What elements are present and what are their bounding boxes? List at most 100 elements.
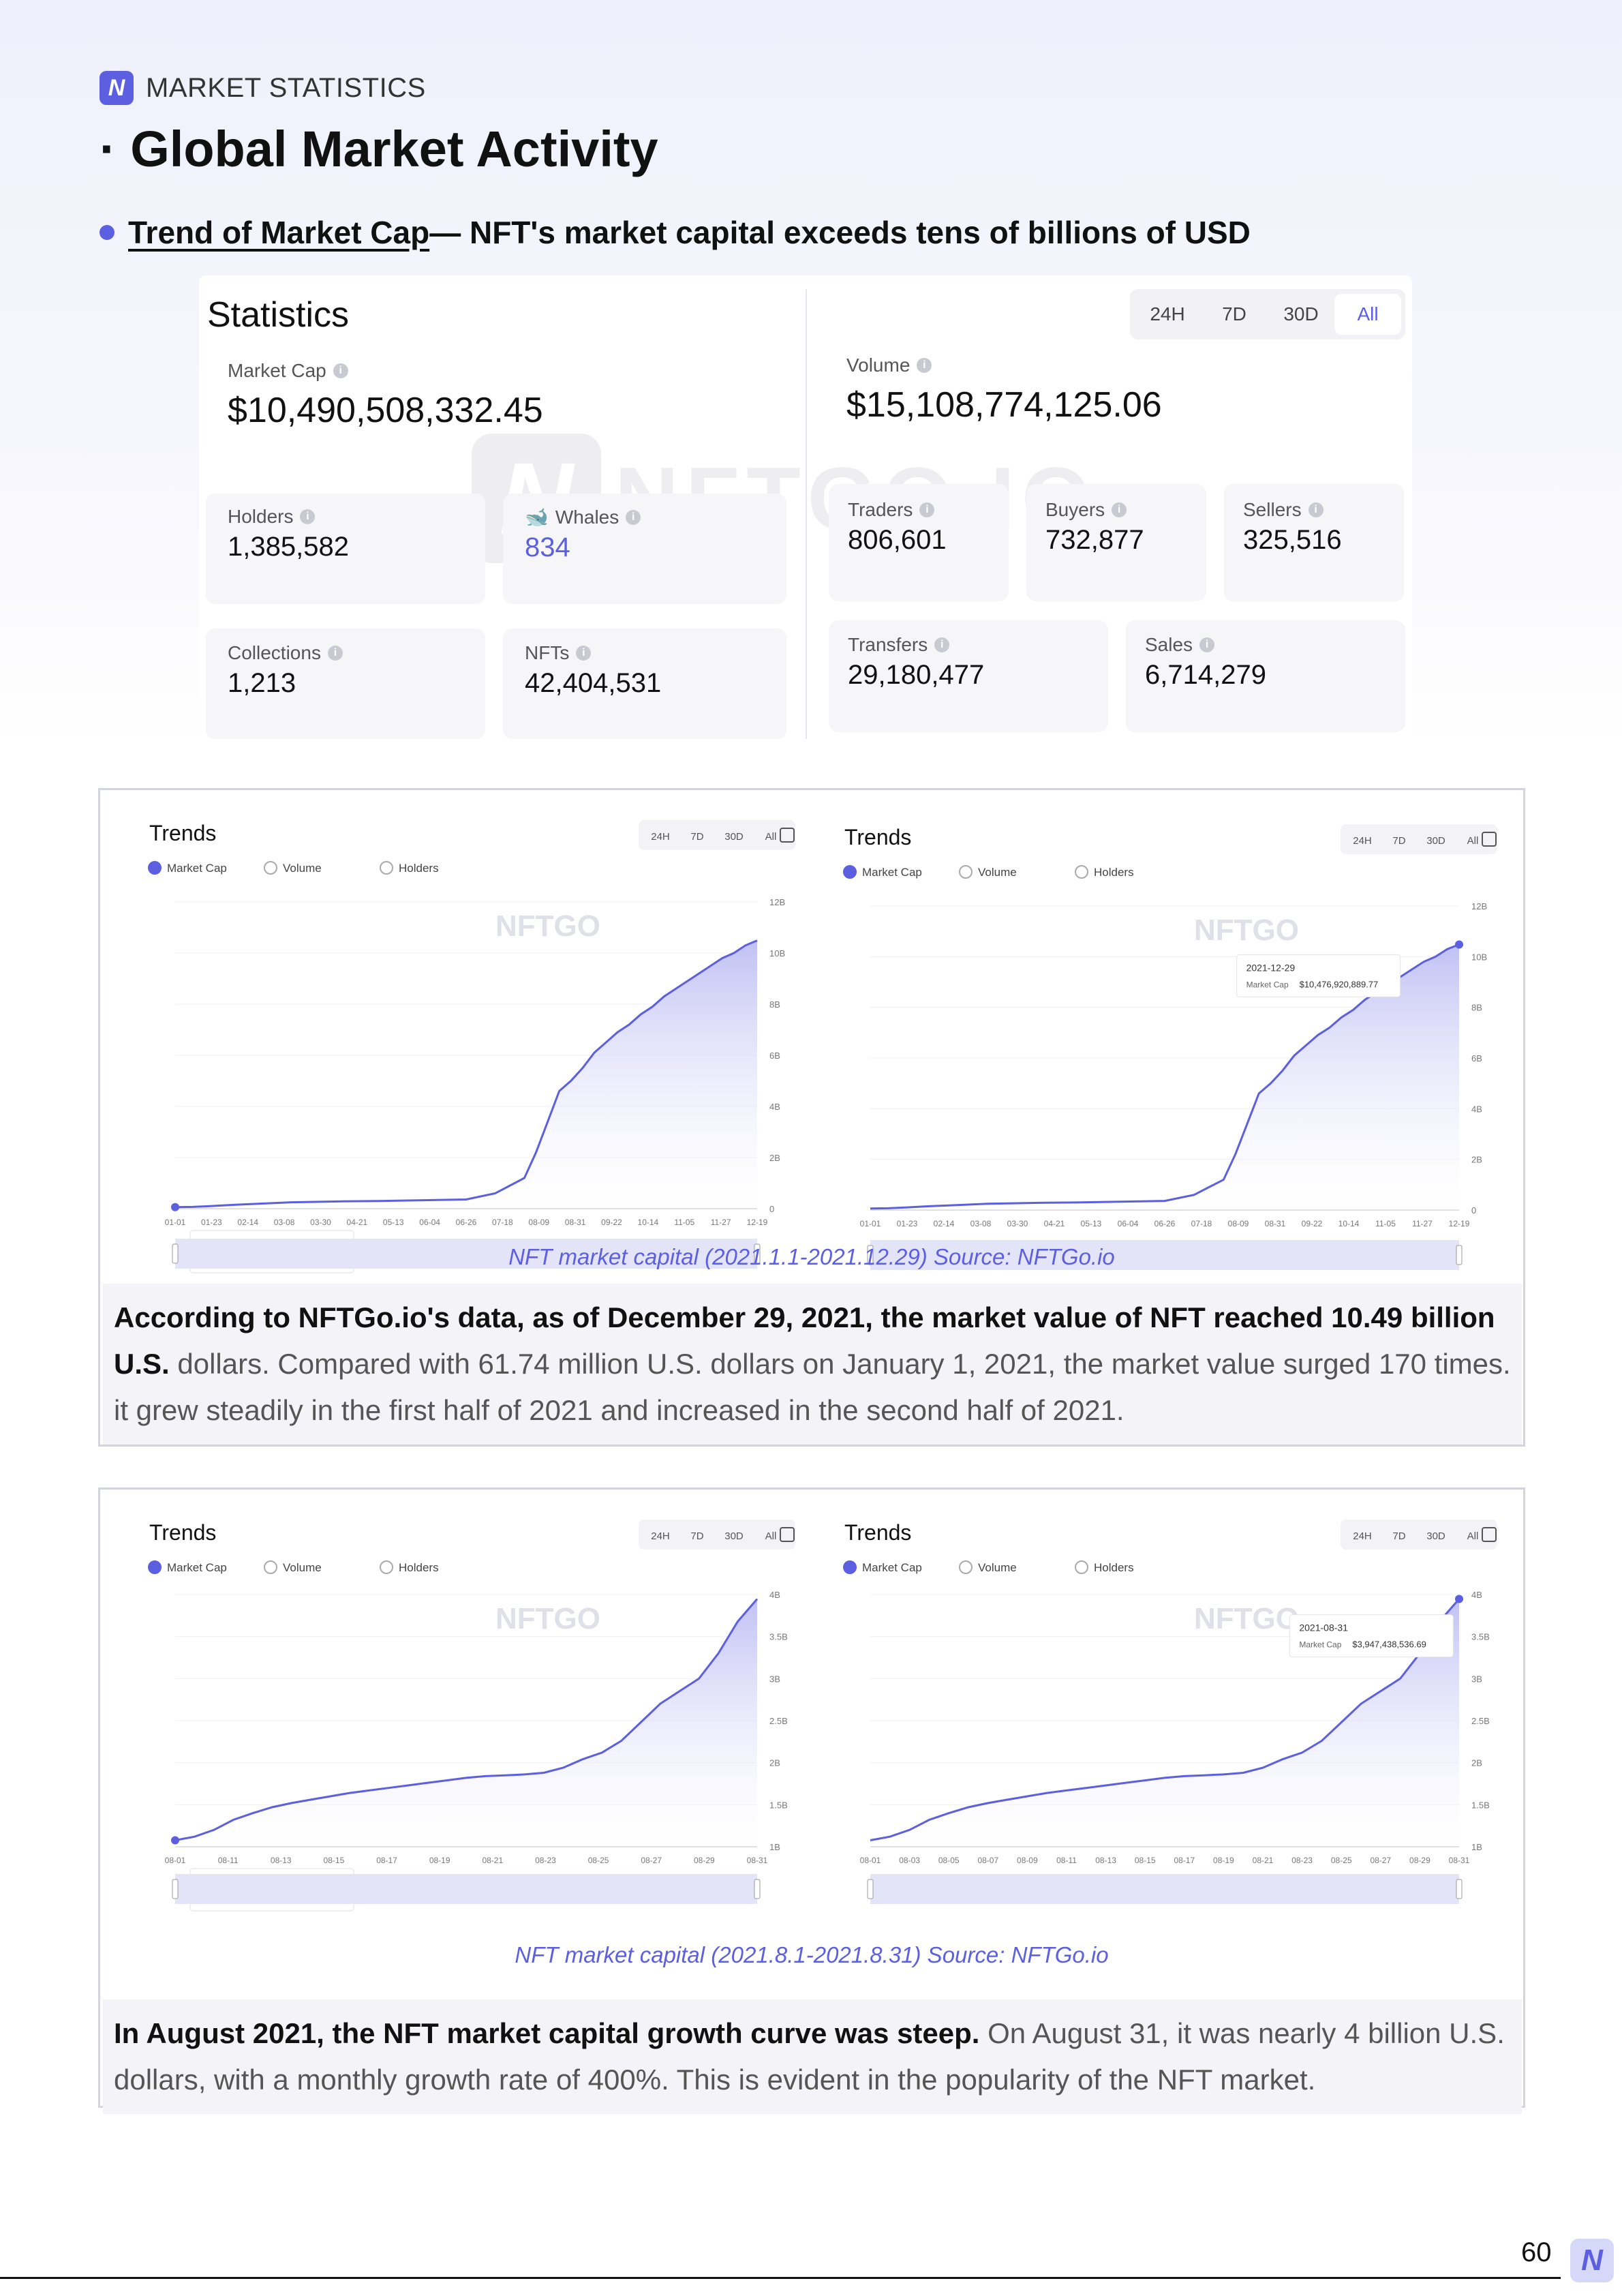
legend-radio-2[interactable] — [264, 861, 277, 875]
x-tick-label: 08-05 — [938, 1856, 960, 1865]
chart-watermark: NFTGO — [1194, 1602, 1299, 1635]
legend-radio-2[interactable] — [959, 865, 973, 879]
info-icon[interactable]: i — [1199, 637, 1215, 652]
y-tick-label: 2.5B — [1471, 1716, 1490, 1726]
sales-label: Sales — [1145, 634, 1193, 655]
slider-handle-left[interactable] — [867, 1879, 874, 1899]
info-icon[interactable]: i — [300, 509, 316, 524]
info-icon[interactable]: i — [934, 637, 950, 652]
transfers-value: 29,180,477 — [848, 660, 985, 690]
x-tick-label: 05-13 — [383, 1218, 404, 1227]
buyers-label: Buyers — [1045, 499, 1105, 520]
x-tick-label: 08-17 — [376, 1856, 397, 1865]
x-tick-label: 03-30 — [1007, 1219, 1028, 1228]
y-tick-label: 2B — [1471, 1155, 1482, 1165]
data-point-end — [1455, 1595, 1463, 1603]
x-tick-label: 08-09 — [1017, 1856, 1038, 1865]
legend-radio-1[interactable] — [843, 865, 857, 879]
slider-handle-left[interactable] — [867, 1245, 874, 1265]
subtitle-link[interactable]: Trend of Market Cap — [128, 215, 430, 250]
x-tick-label: 08-19 — [429, 1856, 450, 1865]
x-tick-label: 12-19 — [747, 1218, 768, 1227]
y-tick-label: 12B — [1471, 901, 1487, 911]
subtitle: Trend of Market Cap — NFT's market capit… — [100, 214, 1251, 251]
legend-radio-3[interactable] — [380, 861, 393, 875]
x-tick-label: 11-27 — [1412, 1219, 1433, 1228]
market-cap-line — [870, 1598, 1460, 1841]
range-slider[interactable] — [870, 1874, 1459, 1904]
buyers-value: 732,877 — [1045, 525, 1144, 555]
slider-handle-right[interactable] — [1456, 1245, 1463, 1265]
chart-title: Trends — [844, 825, 911, 849]
chart-tab-7d: 7D — [690, 1530, 703, 1542]
range-tabs: 24H 7D 30D All — [1130, 289, 1405, 339]
area-fill — [175, 940, 757, 1209]
x-tick-label: 09-22 — [601, 1218, 622, 1227]
divider — [806, 289, 807, 739]
legend-radio-3[interactable] — [1075, 865, 1088, 879]
x-tick-label: 08-15 — [324, 1856, 345, 1865]
market-cap-stat: Market Cap i $10,490,508,332.45 — [228, 360, 543, 431]
info-icon[interactable]: i — [333, 363, 348, 378]
whales-label: Whales — [555, 506, 619, 528]
legend-radio-3[interactable] — [380, 1560, 393, 1574]
tooltip-box — [1289, 1614, 1454, 1658]
calendar-icon[interactable] — [780, 828, 795, 843]
chart-watermark: NFTGO — [495, 909, 600, 943]
legend-label-2: Volume — [978, 866, 1017, 879]
info-icon[interactable]: i — [327, 646, 343, 661]
legend-radio-2[interactable] — [264, 1560, 277, 1574]
tab-30d[interactable]: 30D — [1283, 303, 1319, 324]
legend-label-3: Holders — [1094, 866, 1134, 879]
range-slider[interactable] — [175, 1874, 757, 1904]
figure-2-caption: NFT market capital (2021.8.1-2021.8.31) … — [515, 1942, 1109, 1967]
legend-radio-1[interactable] — [843, 1560, 857, 1574]
slider-handle-right[interactable] — [1456, 1879, 1463, 1899]
x-tick-label: 10-14 — [1338, 1219, 1360, 1228]
y-tick-label: 8B — [1471, 1003, 1482, 1013]
tab-all[interactable]: All — [1334, 294, 1401, 335]
x-tick-label: 08-25 — [1331, 1856, 1352, 1865]
range-slider[interactable] — [175, 1239, 757, 1269]
x-tick-label: 08-13 — [271, 1856, 292, 1865]
info-icon[interactable]: i — [1112, 502, 1127, 517]
y-tick-label: 4B — [769, 1590, 780, 1600]
tab-24h[interactable]: 24H — [1150, 303, 1185, 324]
info-icon[interactable]: i — [1308, 502, 1323, 517]
market-cap-line — [174, 1598, 759, 1841]
slider-handle-right[interactable] — [754, 1879, 761, 1899]
range-slider[interactable] — [870, 1240, 1459, 1270]
y-tick-label: 3.5B — [1471, 1632, 1490, 1642]
slider-handle-left[interactable] — [172, 1243, 179, 1264]
traders-value: 806,601 — [848, 525, 947, 555]
figure-2: Trends 24H 7D 30D All Market Cap Volume Holders… — [98, 1487, 1525, 2114]
legend-radio-1[interactable] — [148, 861, 162, 875]
market-cap-label: Market Cap — [228, 360, 326, 381]
legend-radio-3[interactable] — [1075, 1560, 1088, 1574]
calendar-icon[interactable] — [780, 1527, 795, 1542]
figure-1-desc-bold: According to NFTGo.io's data, as of Dece… — [114, 1301, 1495, 1380]
calendar-icon[interactable] — [1482, 832, 1497, 847]
slider-handle-right[interactable] — [754, 1243, 761, 1264]
legend-radio-1[interactable] — [148, 1560, 162, 1574]
calendar-icon[interactable] — [1482, 1527, 1497, 1542]
figure-1-desc-rest: dollars. Compared with 61.74 million U.S… — [114, 1348, 1511, 1426]
info-icon[interactable]: i — [626, 509, 641, 525]
info-icon[interactable]: i — [919, 502, 935, 517]
x-tick-label: 11-05 — [674, 1218, 694, 1227]
collections-value: 1,213 — [228, 668, 296, 698]
figure-1-description: According to NFTGo.io's data, as of Dece… — [103, 1284, 1522, 1445]
chart-tab-7d: 7D — [1392, 1530, 1405, 1542]
x-tick-label: 01-01 — [165, 1218, 186, 1227]
x-tick-label: 08-11 — [218, 1856, 239, 1865]
info-icon[interactable]: i — [917, 358, 932, 373]
bullet-icon — [100, 225, 114, 240]
x-tick-label: 08-21 — [1253, 1856, 1274, 1865]
x-tick-label: 08-21 — [482, 1856, 503, 1865]
y-tick-label: 6B — [769, 1051, 780, 1061]
legend-label-1: Market Cap — [167, 1561, 227, 1574]
info-icon[interactable]: i — [576, 646, 592, 661]
legend-radio-2[interactable] — [959, 1560, 973, 1574]
tab-7d[interactable]: 7D — [1222, 303, 1246, 324]
slider-handle-left[interactable] — [172, 1879, 179, 1899]
